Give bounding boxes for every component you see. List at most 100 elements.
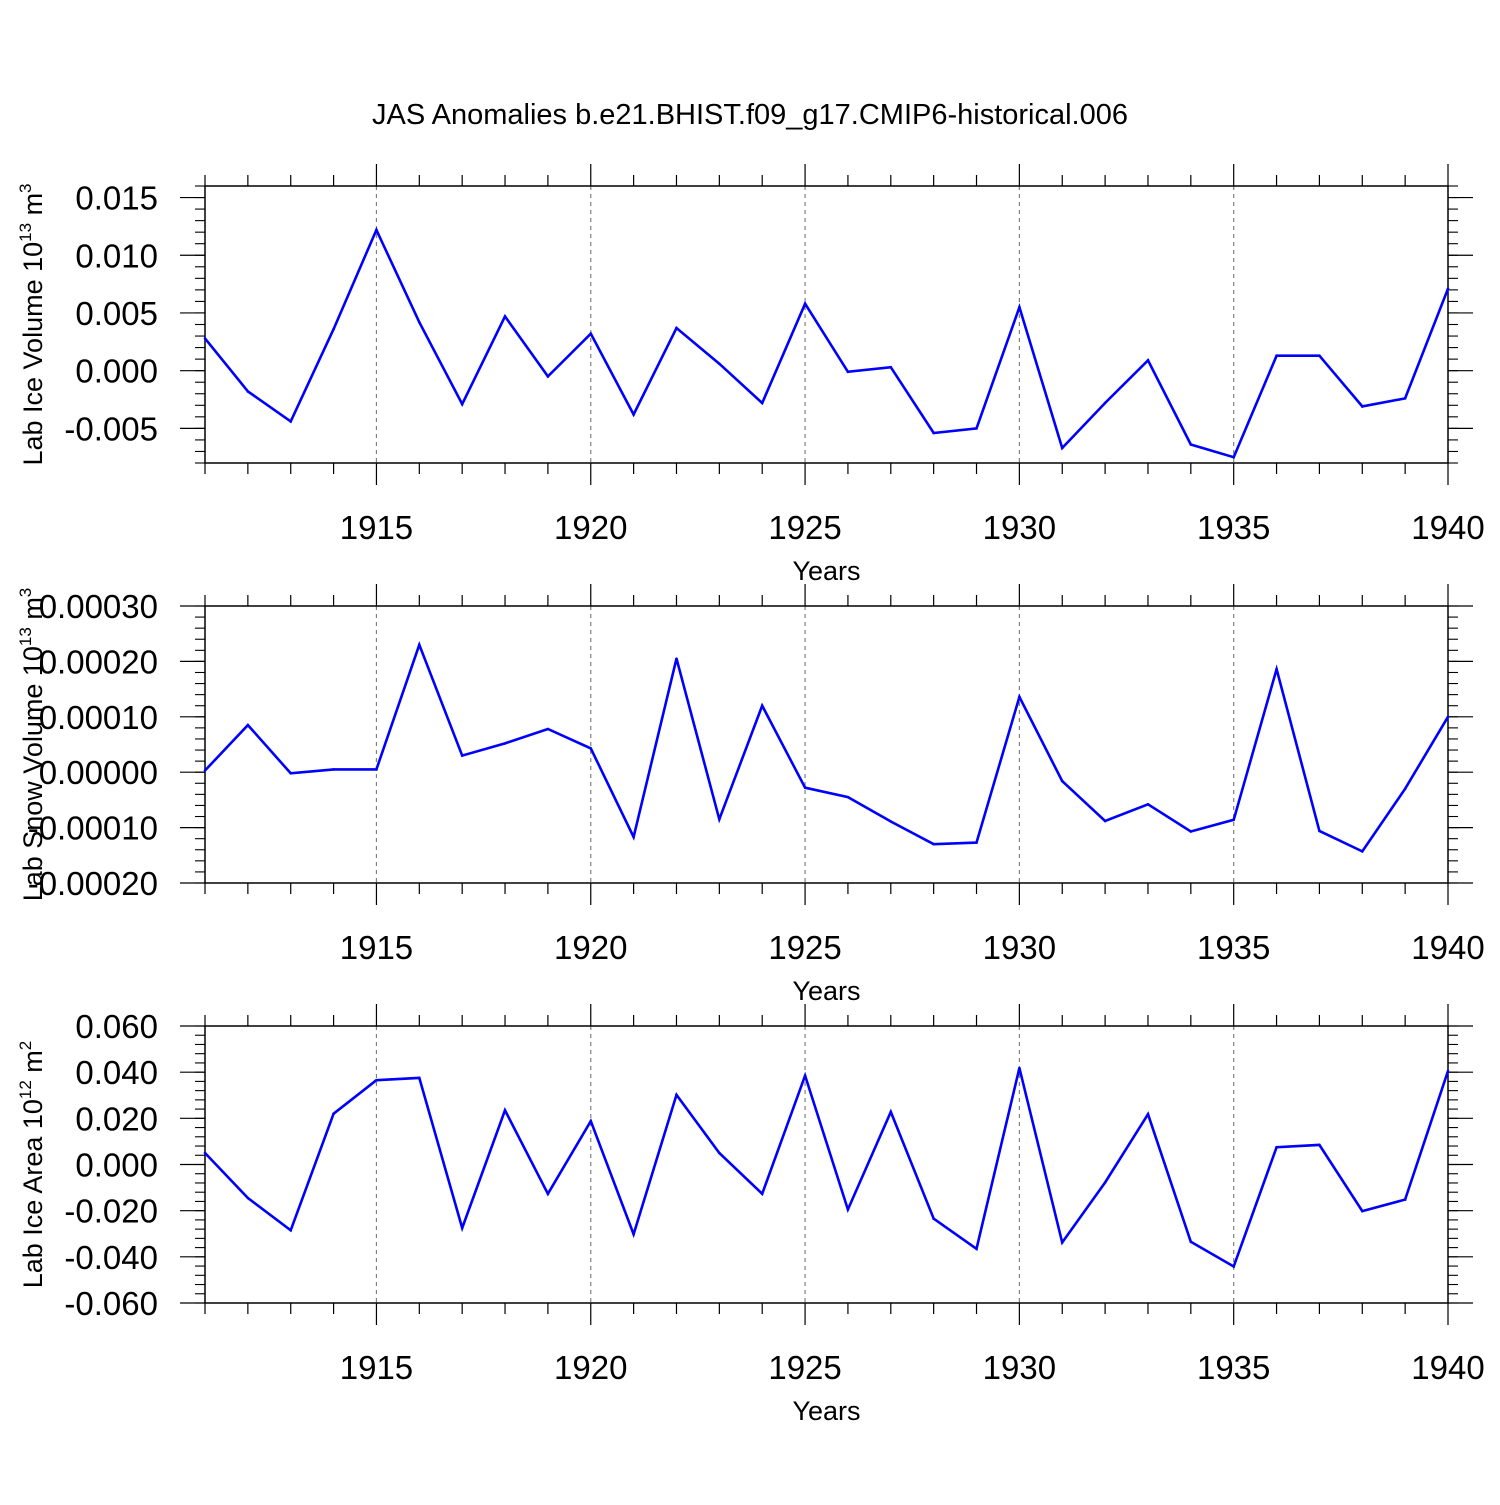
data-point [675,1093,678,1097]
y-tick-label: 0.060 [75,1008,158,1045]
x-tick-label: 1940 [1411,509,1484,546]
y-tick-label: -0.00020 [28,865,158,902]
data-point [1275,1145,1278,1149]
data-point [332,1112,335,1116]
data-point [1446,1069,1450,1073]
data-point [1446,287,1450,291]
data-point [1103,401,1107,405]
data-point [503,315,507,318]
data-point [332,768,335,771]
data-point [1018,1066,1021,1070]
y-tick-label: 0.015 [75,180,158,217]
data-point [1103,1181,1107,1184]
data-point [546,1192,550,1196]
data-point [1275,667,1278,671]
x-tick-label: 1930 [983,929,1056,966]
data-point [889,820,893,823]
data-point [846,1208,850,1211]
y-tick-label: 0.000 [75,1147,158,1184]
data-point [418,643,421,647]
data-point [889,1110,893,1114]
data-point [975,841,978,844]
plot-frame [204,185,1449,464]
data-point [803,302,807,306]
data-point [1018,305,1021,309]
data-point [332,327,335,331]
data-point [1232,818,1235,822]
y-axis-title: Lab Snow Volume 1013 m3 [16,588,48,902]
data-point [1318,1143,1321,1147]
data-point [760,401,764,405]
data-point [289,420,293,423]
data-point [203,1151,207,1155]
y-tick-label: 0.040 [75,1054,158,1091]
x-axis-title: Years [792,556,860,586]
x-tick-label: 1925 [768,509,841,546]
data-point [1018,695,1021,699]
data-point [375,768,378,771]
data-point [246,1196,250,1200]
x-tick-label: 1920 [554,509,627,546]
data-point [932,431,935,435]
data-point [1318,829,1321,833]
y-tick-label: -0.005 [64,410,158,447]
data-point [675,326,678,330]
data-point [1146,1112,1150,1116]
data-point [1189,830,1193,833]
y-axis-title: Lab Ice Area 1012 m2 [16,1041,48,1289]
y-tick-label: -0.060 [64,1285,158,1322]
data-point [503,1108,507,1112]
data-point [1403,397,1407,400]
x-axis-title: Years [792,976,860,1006]
data-point [418,320,421,324]
data-point [803,786,807,790]
x-tick-label: 1920 [554,1349,627,1386]
data-point [546,727,550,731]
chart-title: JAS Anomalies b.e21.BHIST.f09_g17.CMIP6-… [372,99,1128,131]
data-point [289,1228,293,1232]
x-tick-label: 1940 [1411,929,1484,966]
data-point [675,657,678,660]
data-point [1060,779,1064,783]
data-point [1232,455,1235,459]
data-point [246,390,250,393]
y-tick-label: 0.00020 [39,643,158,680]
data-point [846,370,850,374]
data-point [1360,405,1364,408]
data-point [1403,1198,1407,1201]
x-tick-label: 1915 [340,1349,413,1386]
y-tick-label: -0.040 [64,1239,158,1276]
y-tick-label: 0.00030 [39,588,158,625]
data-point [589,332,593,336]
data-point [1103,819,1107,823]
data-point [1275,354,1278,357]
y-tick-label: 0.00000 [39,754,158,791]
data-point [632,1232,635,1236]
data-point [589,747,593,750]
x-tick-label: 1930 [983,1349,1056,1386]
data-point [760,1192,764,1196]
data-point [889,365,893,369]
data-point [1446,715,1450,719]
data-point [1146,803,1150,806]
data-point [1060,1241,1064,1244]
y-tick-label: 0.020 [75,1100,158,1137]
chart-panel-lab-ice-volume: -0.005 0.000 0.005 0.010 0.015 1915 1920 1925 19… [16,164,1485,586]
data-point [1360,850,1364,853]
data-point [460,754,464,757]
x-tick-label: 1925 [768,1349,841,1386]
x-tick-label: 1925 [768,929,841,966]
data-point [375,1078,378,1082]
data-point [289,772,293,775]
data-point [1318,354,1321,357]
data-point [803,1074,807,1077]
data-point [1060,446,1064,450]
data-point [718,817,721,821]
data-point [718,362,721,366]
chart-panel-lab-ice-area: -0.060 -0.040 -0.020 0.000 0.020 0.040 0.060 19… [16,1004,1485,1426]
data-point [718,1151,721,1155]
data-point [589,1119,593,1123]
x-tick-label: 1935 [1197,1349,1270,1386]
